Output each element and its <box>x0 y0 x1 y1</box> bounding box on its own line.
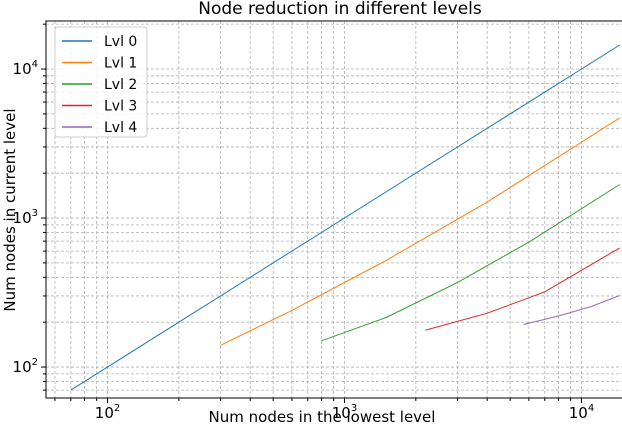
series-line-lvl-1 <box>220 117 620 346</box>
legend-label-lvl-2: Lvl 2 <box>104 77 137 93</box>
y-axis-label: Num nodes in current level <box>1 108 19 311</box>
x-tick-label: 104 <box>569 403 594 422</box>
legend-label-lvl-0: Lvl 0 <box>104 34 137 50</box>
legend-label-lvl-3: Lvl 3 <box>104 99 137 115</box>
legend-box <box>54 26 148 138</box>
axis-ticks: 102 103 104 102 103 104 <box>13 23 594 422</box>
chart-title: Node reduction in different levels <box>198 0 482 19</box>
y-tick-label: 104 <box>13 59 38 78</box>
series-line-lvl-0 <box>70 44 620 391</box>
x-tick-label: 102 <box>95 403 120 422</box>
legend: Lvl 0 Lvl 1 Lvl 2 Lvl 3 Lvl 4 <box>54 26 148 138</box>
series-line-lvl-2 <box>321 184 620 342</box>
legend-label-lvl-1: Lvl 1 <box>104 56 137 72</box>
legend-label-lvl-4: Lvl 4 <box>104 120 137 136</box>
plot-frame <box>45 20 622 399</box>
x-tick-label: 103 <box>332 403 357 422</box>
series-lines <box>70 44 620 391</box>
y-tick-label: 103 <box>13 208 38 227</box>
series-line-lvl-3 <box>425 247 620 331</box>
y-tick-label: 102 <box>13 357 38 376</box>
x-axis-label: Num nodes in the lowest level <box>209 408 436 424</box>
series-line-lvl-4 <box>523 295 620 325</box>
